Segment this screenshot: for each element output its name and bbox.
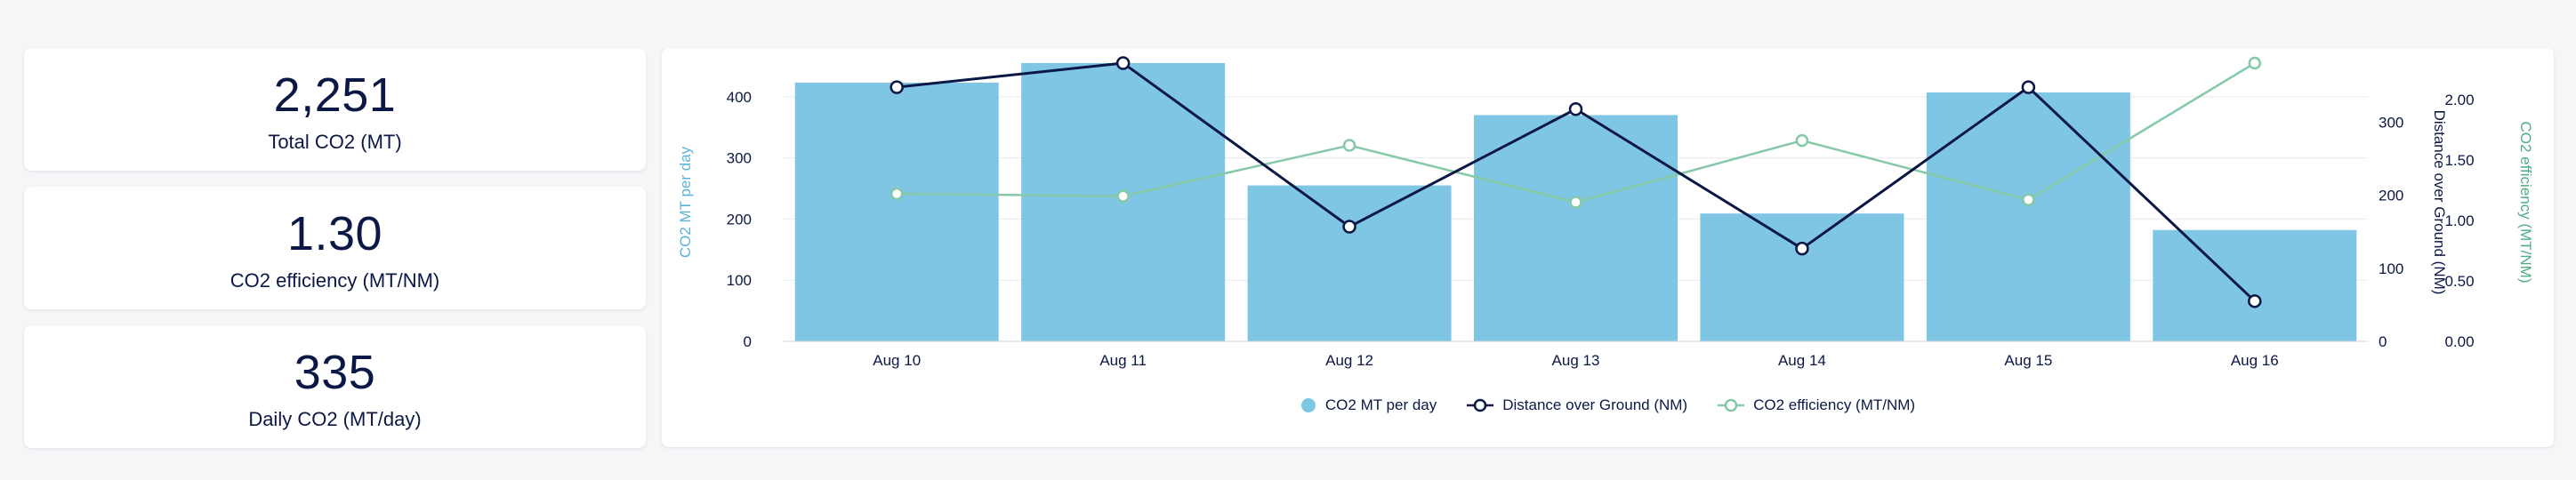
y-right2-tick-label: 0.50 xyxy=(2444,273,2474,290)
emissions-chart: Aug 10 Aug 11 Aug 12 Aug 13 Aug 14 Aug 15 Aug … xyxy=(677,56,2534,369)
y-left-tick-label: 300 xyxy=(727,150,752,167)
y-right2-tick-label: 1.50 xyxy=(2444,152,2474,169)
x-tick-label: Aug 13 xyxy=(1552,352,1600,369)
emissions-chart-card: Aug 10 Aug 11 Aug 12 Aug 13 Aug 14 Aug 15 Aug … xyxy=(662,48,2554,447)
series-point[interactable] xyxy=(2021,80,2036,94)
legend-line-marker-icon xyxy=(1467,398,1494,412)
kpi-label: Daily CO2 (MT/day) xyxy=(248,408,422,430)
y-left-axis-title: CO2 MT per day xyxy=(677,146,694,258)
x-tick-label: Aug 10 xyxy=(873,352,921,369)
y-left-tick-label: 200 xyxy=(727,211,752,228)
series-point[interactable] xyxy=(1115,56,1131,70)
y-right-tick-label: 200 xyxy=(2379,188,2403,204)
y-left-tick-label: 0 xyxy=(744,333,752,350)
chart-legend: CO2 MT per day Distance over Ground (NM)… xyxy=(662,396,2554,414)
y-right-tick-label: 300 xyxy=(2379,115,2403,132)
bar[interactable] xyxy=(1247,185,1452,341)
y-right-axis-title: Distance over Ground (NM) xyxy=(2431,110,2448,295)
y-right2-axis-title: CO2 efficiency (MT/NM) xyxy=(2517,122,2534,284)
legend-dot-icon xyxy=(1300,398,1316,412)
kpi-card-co2-efficiency: 1.30 CO2 efficiency (MT/NM) xyxy=(24,187,646,309)
kpi-value: 1.30 xyxy=(286,207,383,260)
x-tick-label: Aug 14 xyxy=(1778,352,1826,369)
series-point[interactable] xyxy=(890,187,904,201)
y-right2-tick-label: 2.00 xyxy=(2444,92,2474,108)
series-point[interactable] xyxy=(1342,139,1356,152)
legend-line-marker-icon xyxy=(1718,398,1745,412)
y-left-tick-label: 400 xyxy=(727,89,752,106)
legend-item-distance[interactable]: Distance over Ground (NM) xyxy=(1467,396,1687,414)
bar[interactable] xyxy=(794,83,999,341)
kpi-value: 335 xyxy=(294,346,376,399)
legend-label: CO2 MT per day xyxy=(1324,396,1437,413)
legend-label: CO2 efficiency (MT/NM) xyxy=(1753,396,1916,413)
series-point[interactable] xyxy=(1569,196,1582,209)
kpi-card-daily-co2: 335 Daily CO2 (MT/day) xyxy=(24,325,646,448)
series-point[interactable] xyxy=(1795,241,1809,256)
legend-item-co2-efficiency[interactable]: CO2 efficiency (MT/NM) xyxy=(1718,396,1915,414)
series-point[interactable] xyxy=(2022,193,2035,207)
legend-item-co2-per-day[interactable]: CO2 MT per day xyxy=(1300,396,1437,414)
y-left-tick-label: 100 xyxy=(727,272,752,289)
series-point[interactable] xyxy=(1342,220,1356,234)
bar[interactable] xyxy=(1926,92,2130,341)
kpi-value: 2,251 xyxy=(273,68,397,122)
kpi-label: CO2 efficiency (MT/NM) xyxy=(229,269,440,292)
series-point[interactable] xyxy=(2248,294,2262,308)
bar[interactable] xyxy=(1474,115,1678,341)
x-tick-label: Aug 12 xyxy=(1325,352,1373,369)
x-tick-label: Aug 16 xyxy=(2231,352,2279,369)
x-tick-label: Aug 11 xyxy=(1099,352,1147,369)
x-tick-label: Aug 15 xyxy=(2004,352,2052,369)
kpi-label: Total CO2 (MT) xyxy=(268,131,402,153)
series-point[interactable] xyxy=(1116,189,1130,203)
legend-label: Distance over Ground (NM) xyxy=(1502,396,1688,413)
y-right2-tick-label: 1.00 xyxy=(2444,212,2474,229)
bar[interactable] xyxy=(1700,213,1904,341)
bar[interactable] xyxy=(2153,229,2357,341)
y-right-tick-label: 100 xyxy=(2379,260,2403,277)
y-right2-tick-label: 0.00 xyxy=(2444,333,2474,350)
series-point[interactable] xyxy=(1795,133,1809,148)
kpi-card-total-co2: 2,251 Total CO2 (MT) xyxy=(24,48,646,171)
series-point[interactable] xyxy=(1568,102,1583,116)
series-point[interactable] xyxy=(890,80,904,94)
y-right-tick-label: 0 xyxy=(2379,333,2387,350)
series-point[interactable] xyxy=(2248,56,2262,70)
